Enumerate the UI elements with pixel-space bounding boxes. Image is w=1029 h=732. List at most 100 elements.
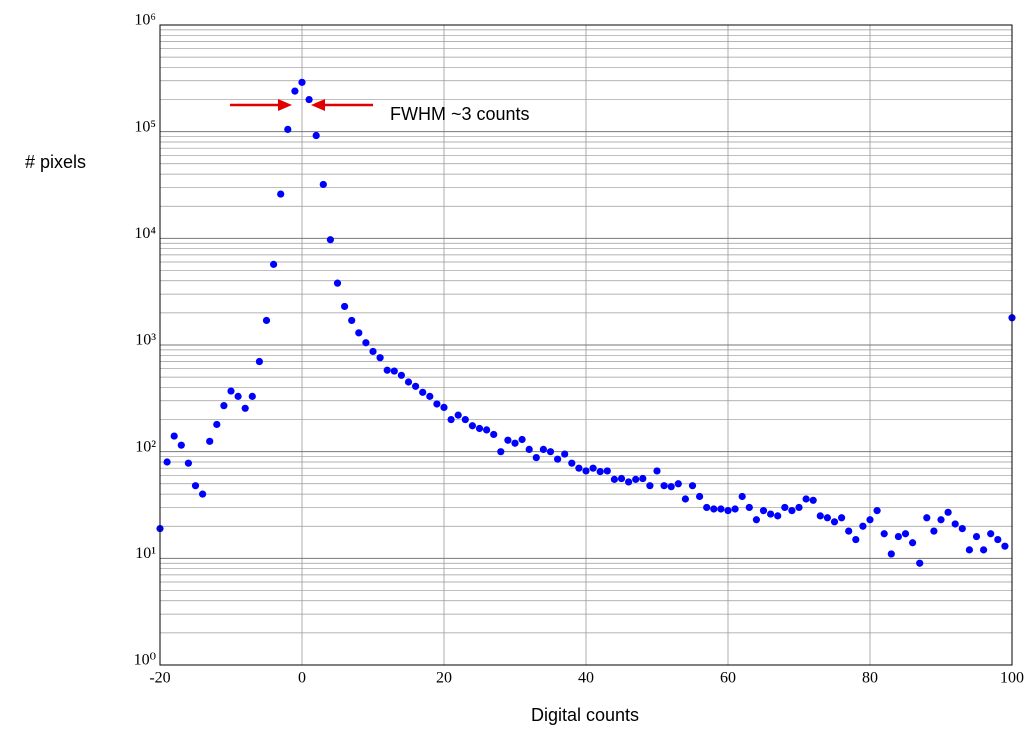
point: [561, 450, 569, 458]
point: [554, 455, 562, 463]
point: [781, 503, 789, 512]
y-tick-label: 10⁴: [134, 225, 156, 242]
point: [170, 432, 178, 440]
x-axis-label: Digital counts: [531, 705, 639, 725]
point: [717, 505, 725, 513]
point: [632, 475, 640, 483]
point: [326, 236, 334, 244]
point: [234, 392, 242, 400]
point: [916, 559, 924, 567]
arrow-head: [311, 99, 325, 111]
point: [944, 508, 952, 516]
y-tick-label: 10⁰: [134, 652, 156, 669]
point: [703, 503, 711, 512]
point: [390, 367, 398, 375]
point: [305, 95, 313, 104]
point: [419, 388, 427, 396]
fwhm-arrows: [230, 99, 373, 111]
point: [412, 382, 420, 390]
point: [667, 483, 675, 491]
point: [511, 439, 519, 447]
point: [909, 539, 917, 547]
point: [525, 445, 533, 454]
point: [745, 503, 753, 512]
point: [475, 424, 484, 433]
point: [937, 516, 945, 524]
point: [440, 403, 448, 412]
point: [845, 527, 853, 535]
point: [348, 316, 356, 325]
point: [852, 535, 860, 544]
point: [901, 530, 910, 538]
point: [866, 516, 874, 524]
point: [688, 482, 697, 490]
point: [248, 392, 256, 400]
point: [532, 453, 540, 462]
point: [731, 505, 739, 513]
point: [674, 480, 682, 488]
y-tick-label: 10⁶: [134, 12, 156, 29]
point: [589, 464, 597, 472]
x-tick-label: 80: [862, 670, 878, 687]
annotation: FWHM ~3 counts: [390, 104, 530, 124]
point: [461, 415, 469, 424]
point: [468, 422, 476, 430]
point: [376, 354, 384, 362]
point: [795, 503, 803, 512]
point: [454, 411, 462, 419]
point: [546, 448, 555, 456]
point: [972, 532, 981, 541]
point: [369, 347, 377, 356]
x-tick-label: 40: [578, 670, 594, 687]
point: [241, 404, 249, 412]
point: [603, 467, 611, 475]
point: [220, 402, 228, 410]
point: [639, 474, 647, 483]
point: [255, 357, 263, 366]
point: [965, 546, 974, 554]
point: [823, 514, 832, 522]
point: [802, 495, 810, 503]
y-tick-label: 10²: [135, 438, 156, 455]
point: [646, 482, 654, 490]
point: [681, 495, 690, 503]
point: [752, 516, 761, 524]
point: [625, 478, 633, 486]
point: [383, 366, 391, 374]
plot-frame: [159, 24, 1013, 666]
point: [873, 507, 881, 515]
point: [830, 518, 839, 526]
point: [270, 260, 278, 268]
point: [724, 507, 732, 515]
x-tick-label: 0: [298, 670, 306, 687]
point: [426, 392, 434, 400]
point: [490, 430, 498, 439]
point: [206, 437, 214, 445]
arrow-head: [278, 99, 292, 111]
point: [312, 131, 320, 140]
point: [177, 441, 185, 449]
point: [696, 492, 704, 501]
point: [610, 475, 619, 483]
point: [227, 387, 235, 395]
point: [859, 522, 867, 530]
y-tick-label: 10¹: [135, 545, 156, 562]
x-tick-label: 100: [1000, 670, 1024, 687]
point: [184, 459, 192, 467]
point: [660, 482, 668, 490]
point: [958, 524, 966, 533]
point: [951, 520, 959, 528]
point: [930, 527, 938, 535]
point: [319, 180, 327, 189]
point: [738, 492, 746, 501]
point: [262, 316, 271, 325]
point: [575, 464, 583, 472]
point: [362, 339, 370, 347]
point: [617, 474, 626, 483]
point: [568, 459, 576, 467]
point: [404, 378, 413, 386]
point: [596, 468, 604, 476]
point: [433, 400, 441, 408]
point: [894, 532, 903, 541]
